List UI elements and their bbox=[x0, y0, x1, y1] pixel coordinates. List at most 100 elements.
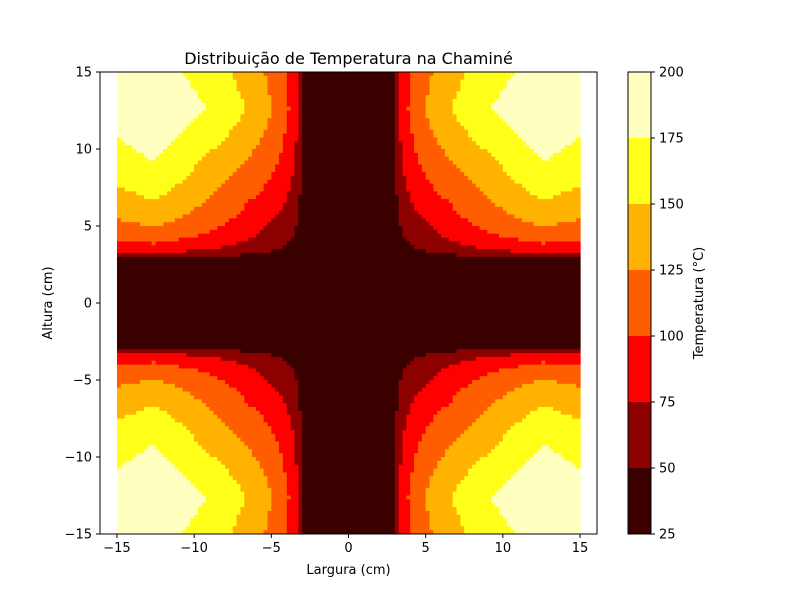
contour-cell bbox=[209, 322, 215, 327]
contour-cell bbox=[136, 272, 141, 277]
contour-cell bbox=[271, 345, 276, 350]
contour-cell bbox=[267, 137, 272, 142]
contour-cell bbox=[194, 241, 199, 246]
contour-cell bbox=[236, 430, 242, 435]
contour-cell bbox=[240, 114, 245, 119]
contour-cell bbox=[174, 218, 180, 223]
contour-cell bbox=[136, 256, 141, 262]
contour-cell bbox=[116, 268, 122, 273]
contour-cell bbox=[225, 472, 230, 477]
contour-cell bbox=[221, 91, 226, 96]
contour-cell bbox=[198, 453, 203, 458]
contour-cell bbox=[240, 487, 245, 493]
contour-cell bbox=[248, 179, 253, 185]
contour-cell bbox=[159, 453, 164, 458]
contour-cell bbox=[171, 464, 176, 470]
contour-cell bbox=[209, 206, 215, 212]
contour-cell bbox=[186, 79, 191, 85]
contour-cell bbox=[190, 252, 195, 258]
contour-cell bbox=[275, 95, 280, 100]
contour-cell bbox=[171, 426, 176, 431]
contour-cell bbox=[167, 303, 172, 308]
contour-cell bbox=[267, 472, 272, 477]
contour-cell bbox=[271, 222, 276, 227]
contour-cell bbox=[128, 318, 134, 323]
contour-cell bbox=[151, 241, 157, 246]
contour-cell bbox=[236, 152, 242, 158]
contour-cell bbox=[174, 141, 180, 146]
contour-cell bbox=[190, 422, 195, 427]
contour-cell bbox=[225, 129, 230, 135]
contour-cell bbox=[198, 145, 203, 150]
contour-cell bbox=[259, 453, 265, 458]
contour-cell bbox=[171, 237, 176, 242]
contour-cell bbox=[159, 445, 164, 450]
contour-cell bbox=[240, 122, 245, 127]
contour-cell bbox=[128, 252, 134, 258]
contour-cell bbox=[132, 191, 137, 196]
contour-cell bbox=[205, 383, 211, 389]
contour-cell bbox=[213, 399, 218, 404]
contour-cell bbox=[236, 133, 242, 139]
contour-cell bbox=[163, 145, 168, 150]
contour-cell bbox=[147, 83, 153, 88]
contour-cell bbox=[136, 418, 141, 423]
contour-cell bbox=[182, 110, 188, 115]
contour-cell bbox=[151, 222, 157, 227]
contour-cell bbox=[174, 72, 180, 77]
contour-cell bbox=[155, 229, 161, 235]
contour-cell bbox=[259, 145, 265, 150]
contour-cell bbox=[190, 433, 195, 439]
contour-cell bbox=[225, 368, 230, 373]
contour-cell bbox=[124, 183, 130, 189]
contour-cell bbox=[263, 480, 269, 485]
contour-cell bbox=[255, 237, 261, 242]
contour-cell bbox=[132, 457, 137, 462]
contour-cell bbox=[248, 249, 253, 254]
contour-cell bbox=[132, 160, 137, 165]
contour-cell bbox=[201, 229, 207, 235]
contour-cell bbox=[155, 364, 161, 370]
contour-cell bbox=[205, 83, 211, 88]
contour-cell bbox=[248, 160, 253, 165]
contour-cell bbox=[259, 445, 265, 450]
contour-cell bbox=[263, 491, 269, 497]
contour-cell bbox=[178, 503, 184, 508]
contour-cell bbox=[167, 226, 172, 231]
contour-cell bbox=[147, 187, 153, 192]
contour-cell bbox=[240, 287, 245, 293]
contour-cell bbox=[132, 453, 137, 458]
contour-cell bbox=[236, 268, 242, 273]
contour-cell bbox=[271, 318, 276, 323]
contour-cell bbox=[143, 391, 149, 396]
contour-cell bbox=[116, 399, 122, 404]
contour-cell bbox=[124, 241, 130, 246]
contour-cell bbox=[174, 164, 180, 169]
contour-cell bbox=[136, 368, 141, 373]
contour-cell bbox=[171, 179, 176, 185]
contour-cell bbox=[275, 353, 280, 358]
contour-cell bbox=[217, 279, 222, 285]
contour-cell bbox=[236, 206, 242, 212]
contour-cell bbox=[201, 279, 207, 285]
contour-cell bbox=[228, 399, 234, 404]
contour-cell bbox=[159, 329, 164, 335]
contour-cell bbox=[263, 410, 269, 416]
contour-cell bbox=[124, 422, 130, 427]
contour-cell bbox=[263, 241, 269, 246]
contour-cell bbox=[132, 437, 137, 443]
contour-cell bbox=[201, 395, 207, 400]
contour-cell bbox=[259, 306, 265, 312]
contour-cell bbox=[232, 125, 238, 131]
contour-cell bbox=[171, 149, 176, 154]
contour-cell bbox=[143, 102, 149, 108]
contour-cell bbox=[132, 376, 137, 381]
contour-cell bbox=[147, 260, 153, 266]
contour-cell bbox=[236, 337, 242, 343]
contour-cell bbox=[263, 472, 269, 477]
contour-cell bbox=[225, 464, 230, 470]
contour-cell bbox=[194, 218, 199, 223]
contour-cell bbox=[244, 98, 249, 104]
contour-cell bbox=[171, 75, 176, 81]
contour-cell bbox=[209, 133, 215, 139]
